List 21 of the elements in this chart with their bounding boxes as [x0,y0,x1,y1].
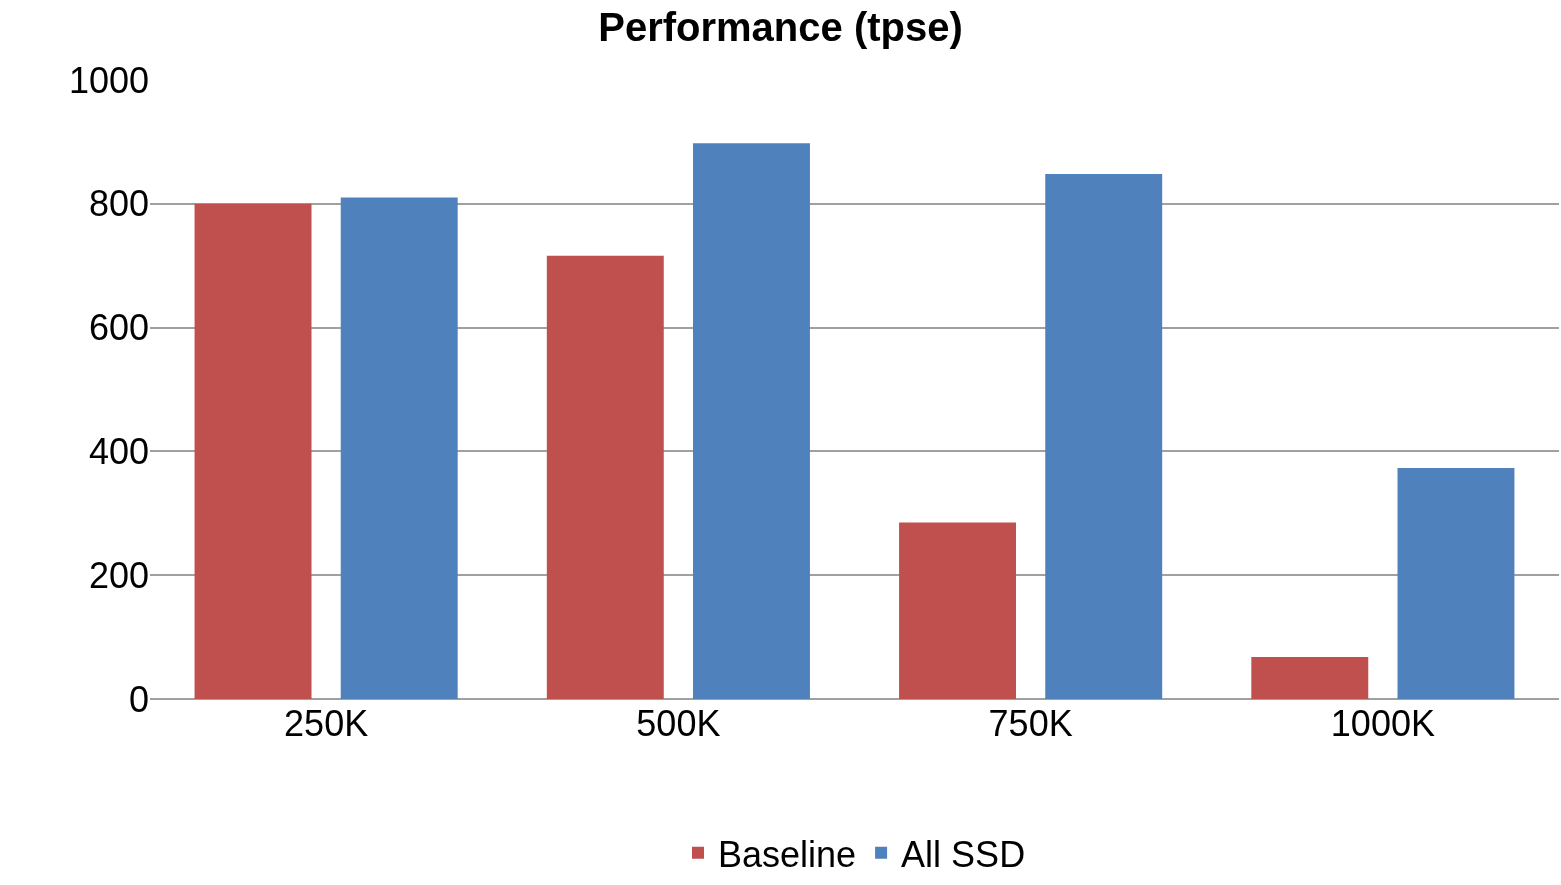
y-tick-label: 600 [88,307,149,349]
bar [692,143,810,699]
bar [340,197,458,699]
y-tick-label: 1000 [68,59,149,101]
y-tick-label: 200 [88,554,149,596]
bar [546,255,664,699]
chart-title: Performance (tpse) [598,5,963,50]
bar [899,522,1017,699]
bar [1045,174,1163,699]
x-tick-label: 750K [988,703,1073,744]
x-tick-label: 250K [284,703,369,744]
bar [1397,468,1515,699]
legend-label: Baseline [718,833,857,875]
y-tick-label: 0 [128,678,149,720]
bar [1251,656,1369,699]
x-tick-label: 1000K [1330,703,1435,744]
bar [194,203,312,699]
legend-label: All SSD [901,833,1026,875]
y-tick-label: 400 [88,431,149,472]
y-tick-label: 800 [88,183,149,225]
x-tick-label: 500K [636,703,721,744]
